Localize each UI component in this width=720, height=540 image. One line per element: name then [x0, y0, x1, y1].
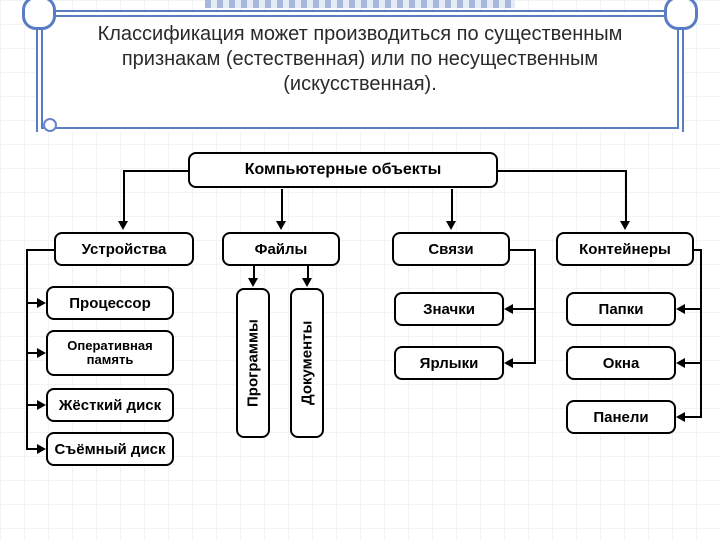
edge — [534, 249, 536, 364]
edge — [26, 249, 54, 251]
node-label: Панели — [593, 409, 648, 426]
node-device-child: Процессор — [46, 286, 174, 320]
node-label: Контейнеры — [579, 241, 671, 258]
arrow-icon — [118, 221, 128, 230]
edge — [683, 362, 702, 364]
node-label: Программы — [245, 319, 262, 407]
node-root: Компьютерные объекты — [188, 152, 498, 188]
arrow-icon — [248, 278, 258, 287]
node-containers: Контейнеры — [556, 232, 694, 266]
arrow-icon — [676, 304, 685, 314]
node-file-child: Программы — [236, 288, 270, 438]
edge — [511, 308, 536, 310]
node-device-child: Оперативная память — [46, 330, 174, 376]
arrow-icon — [676, 412, 685, 422]
arrow-icon — [446, 221, 456, 230]
edge — [123, 170, 188, 172]
node-label: Процессор — [69, 295, 150, 312]
corner-decoration-icon — [664, 0, 698, 30]
arrow-icon — [676, 358, 685, 368]
edge — [26, 249, 28, 450]
edge — [281, 189, 283, 223]
arrow-icon — [37, 348, 46, 358]
node-label: Устройства — [82, 241, 167, 258]
edge — [510, 249, 534, 251]
node-label: Ярлыки — [420, 355, 479, 372]
arrow-icon — [37, 298, 46, 308]
corner-decoration-icon — [22, 0, 56, 30]
node-container-child: Папки — [566, 292, 676, 326]
edge — [625, 170, 627, 223]
edge — [498, 170, 625, 172]
edge — [683, 308, 702, 310]
edge — [683, 416, 702, 418]
edge — [694, 249, 700, 251]
edge — [700, 249, 702, 418]
node-label: Компьютерные объекты — [245, 161, 442, 179]
arrow-icon — [504, 358, 513, 368]
arrow-icon — [276, 221, 286, 230]
node-device-child: Съёмный диск — [46, 432, 174, 466]
edge — [123, 170, 125, 223]
node-file-child: Документы — [290, 288, 324, 438]
node-files: Файлы — [222, 232, 340, 266]
bullet-icon — [43, 118, 57, 132]
node-label: Съёмный диск — [54, 441, 165, 458]
node-label: Значки — [423, 301, 475, 318]
node-devices: Устройства — [54, 232, 194, 266]
node-label: Документы — [299, 321, 316, 405]
node-link-child: Значки — [394, 292, 504, 326]
arrow-icon — [504, 304, 513, 314]
top-decoration — [205, 0, 515, 8]
node-links: Связи — [392, 232, 510, 266]
node-container-child: Окна — [566, 346, 676, 380]
edge — [451, 189, 453, 223]
node-label: Оперативная память — [54, 339, 166, 368]
node-label: Окна — [603, 355, 640, 372]
heading-text: Классификация может производиться по сущ… — [60, 22, 660, 97]
node-label: Связи — [428, 241, 473, 258]
node-link-child: Ярлыки — [394, 346, 504, 380]
node-label: Файлы — [255, 241, 308, 258]
node-device-child: Жёсткий диск — [46, 388, 174, 422]
node-container-child: Панели — [566, 400, 676, 434]
edge — [511, 362, 536, 364]
arrow-icon — [302, 278, 312, 287]
arrow-icon — [37, 400, 46, 410]
node-label: Папки — [599, 301, 644, 318]
node-label: Жёсткий диск — [59, 397, 161, 414]
arrow-icon — [620, 221, 630, 230]
arrow-icon — [37, 444, 46, 454]
